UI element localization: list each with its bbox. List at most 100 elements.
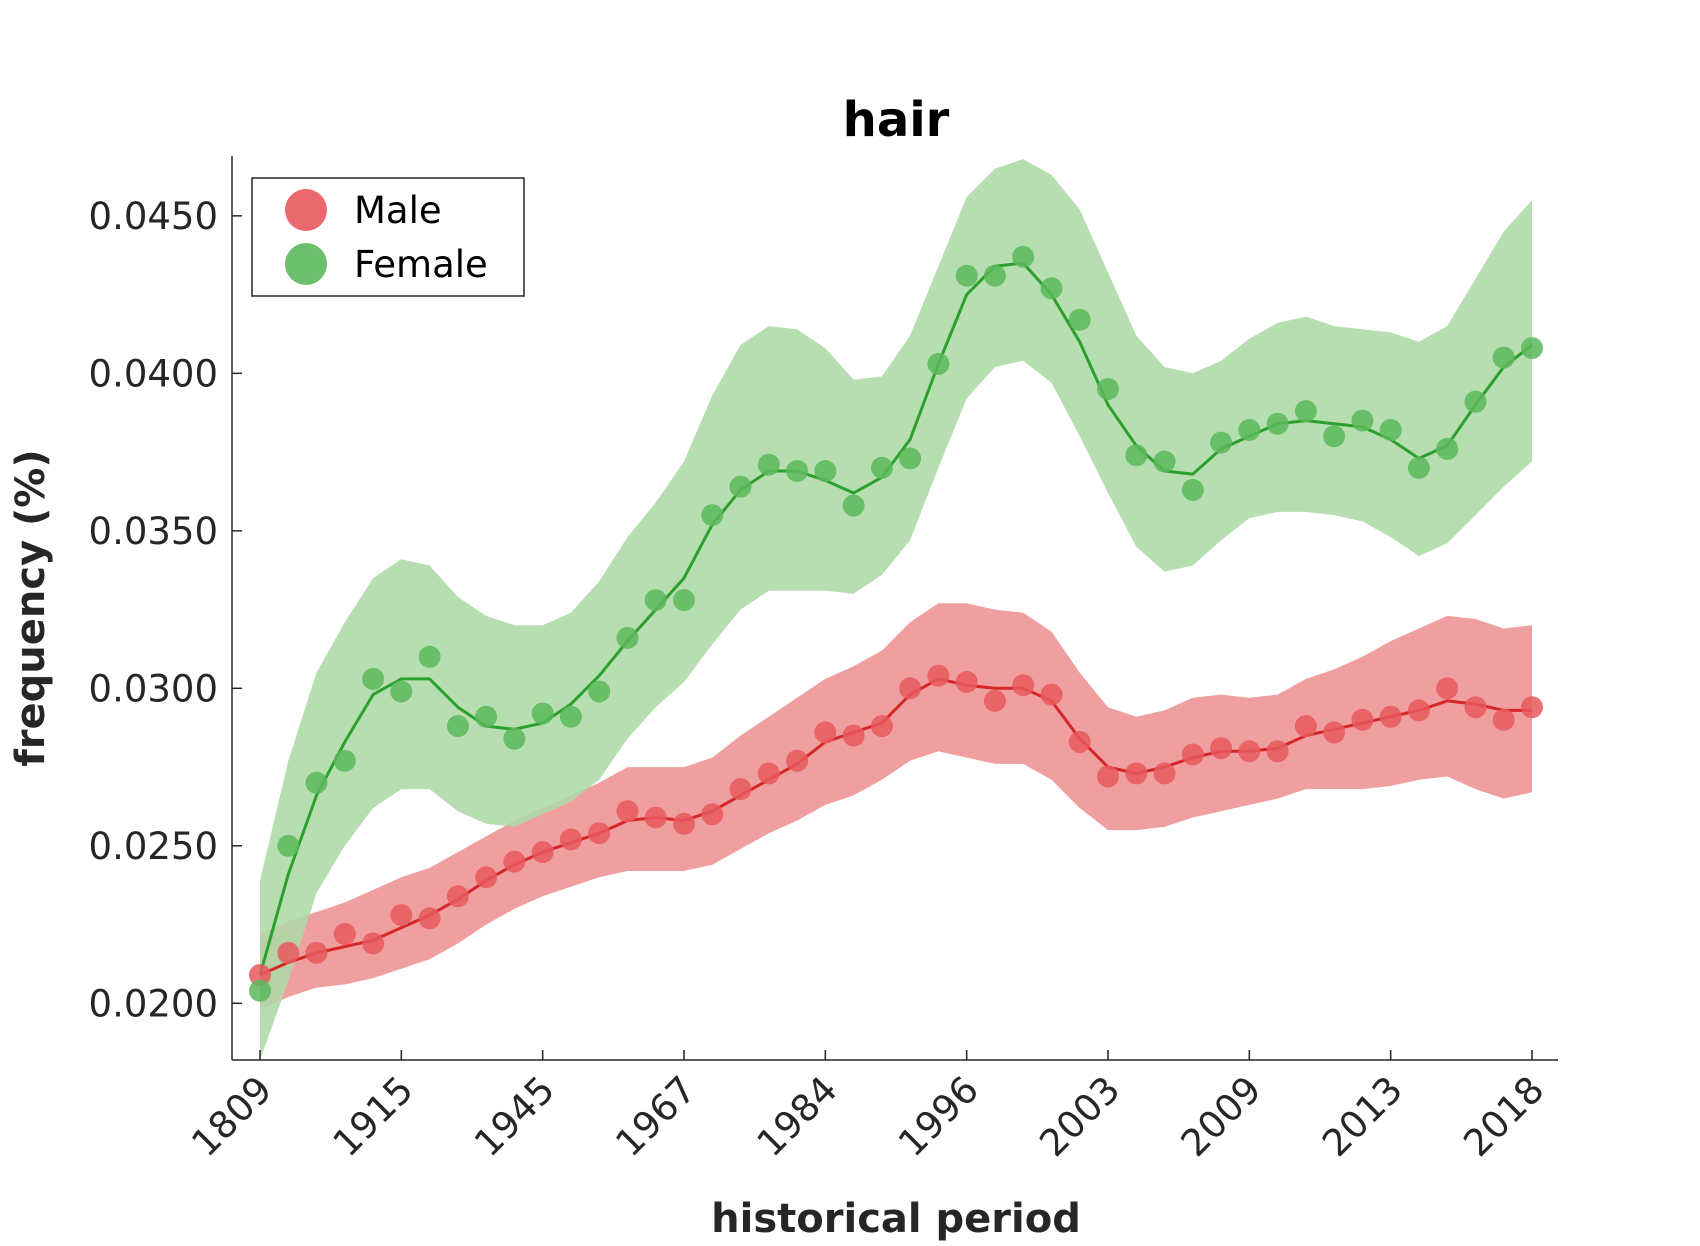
point-male (1040, 683, 1063, 706)
legend: Male Female (251, 177, 525, 297)
y-axis-label: frequency (%) (8, 449, 54, 766)
point-female (701, 504, 724, 527)
point-female (1464, 390, 1487, 413)
point-male (1294, 715, 1317, 738)
point-male (475, 866, 498, 889)
legend-label-female: Female (354, 243, 488, 286)
point-male (249, 964, 271, 986)
point-female (1294, 400, 1317, 423)
point-male (673, 812, 695, 835)
point-male (1464, 696, 1487, 719)
point-male (1068, 730, 1091, 753)
point-female (1323, 425, 1346, 448)
x-tick-label: 1945 (466, 1068, 563, 1165)
point-female (559, 705, 582, 728)
point-male (503, 850, 526, 873)
point-male (814, 721, 837, 744)
point-female (1492, 346, 1515, 369)
point-female (1379, 419, 1402, 441)
point-female (277, 834, 300, 857)
point-male (277, 941, 300, 964)
trend-line-female (258, 261, 1533, 976)
point-male (644, 806, 667, 829)
x-tick-label: 2003 (1031, 1068, 1128, 1165)
point-female (899, 447, 922, 470)
point-male (418, 907, 441, 930)
point-female (673, 589, 695, 612)
point-male (1323, 721, 1346, 744)
point-female (1153, 450, 1176, 473)
point-male (701, 803, 724, 826)
point-female (1266, 412, 1289, 435)
point-male (1012, 674, 1035, 697)
point-male (362, 932, 385, 955)
point-male (616, 800, 639, 823)
y-tick-label: 0.0450 (89, 195, 218, 238)
point-female (531, 702, 554, 725)
point-male (446, 885, 469, 908)
band-female (260, 159, 1532, 1061)
point-male (588, 822, 611, 845)
point-female (1407, 456, 1430, 479)
point-male (927, 664, 950, 687)
point-male (729, 778, 752, 801)
point-female (1521, 337, 1543, 360)
point-female (418, 645, 441, 668)
x-axis-label: historical period (711, 1196, 1081, 1242)
point-female (757, 453, 780, 476)
point-female (1181, 478, 1204, 501)
point-male (1210, 737, 1233, 760)
point-female (362, 667, 385, 690)
point-female (1351, 409, 1374, 432)
y-tick-label: 0.0200 (89, 982, 218, 1025)
trend-lines (258, 261, 1533, 977)
axes (231, 156, 1558, 1061)
point-female (249, 979, 271, 1002)
y-tick-label: 0.0250 (89, 825, 218, 868)
point-female (1068, 308, 1091, 331)
point-male (305, 941, 328, 964)
point-female (1238, 419, 1261, 441)
point-female (786, 460, 809, 482)
point-male (559, 828, 582, 851)
point-male (1238, 740, 1261, 763)
legend-marker-male (285, 189, 327, 231)
x-tick-label: 1996 (890, 1068, 987, 1165)
legend-label-male: Male (354, 189, 442, 232)
point-female (616, 626, 639, 649)
point-female (1210, 431, 1233, 454)
point-female (333, 749, 356, 772)
point-female (446, 715, 469, 738)
band-male (260, 603, 1532, 1010)
point-male (531, 841, 554, 864)
point-male (1379, 705, 1402, 728)
x-tick-label: 1809 (183, 1068, 280, 1165)
point-female (842, 494, 865, 517)
point-male (1097, 765, 1119, 788)
x-tick-label: 2018 (1455, 1068, 1552, 1165)
point-female (644, 589, 667, 612)
point-male (1351, 708, 1374, 731)
trend-line-male (259, 677, 1532, 977)
point-male (333, 923, 356, 945)
point-male (1125, 762, 1148, 785)
chart-title: hair (843, 92, 950, 148)
point-male (1492, 708, 1515, 731)
point-female (729, 475, 752, 498)
point-female (1125, 444, 1148, 467)
point-female (1012, 245, 1035, 268)
point-male (1521, 696, 1543, 719)
x-tick-label: 1915 (325, 1068, 422, 1165)
point-male (955, 671, 978, 693)
point-male (1181, 743, 1204, 766)
point-male (983, 689, 1006, 712)
point-female (305, 771, 328, 794)
y-tick-label: 0.0350 (89, 510, 218, 553)
point-male (757, 762, 780, 785)
point-female (1040, 277, 1063, 300)
point-female (983, 264, 1006, 287)
point-female (870, 456, 893, 479)
x-tick-label: 2013 (1314, 1068, 1411, 1165)
legend-marker-female (285, 243, 327, 285)
point-female (955, 264, 978, 287)
